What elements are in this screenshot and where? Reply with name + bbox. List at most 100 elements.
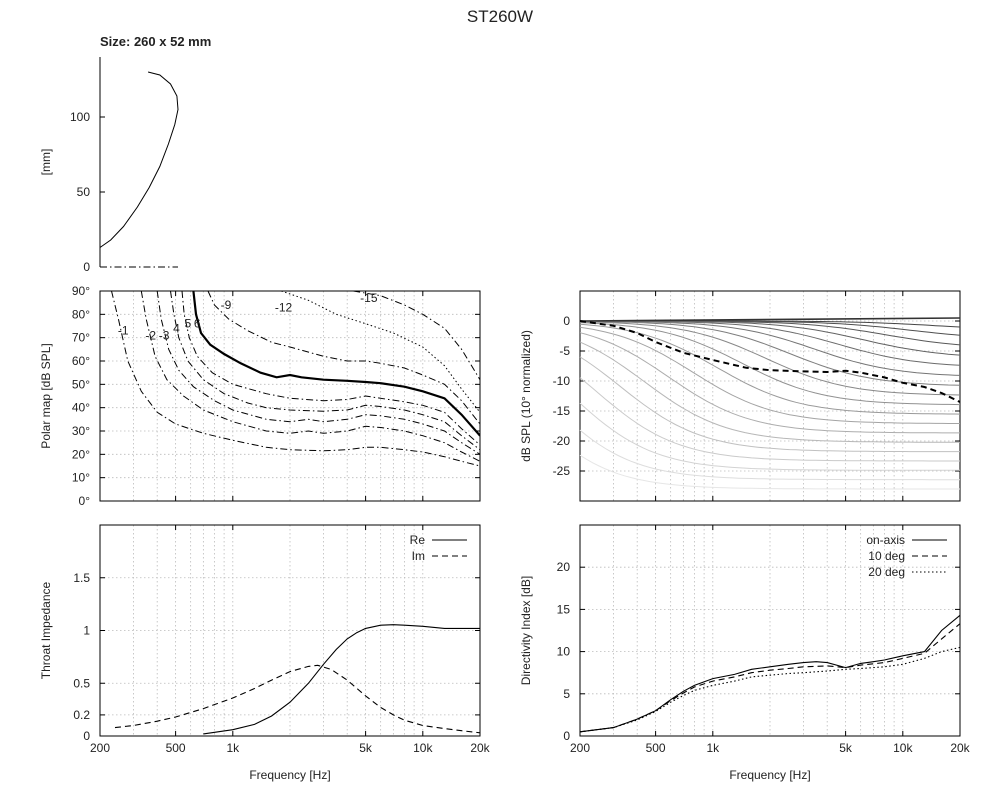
- off-axis-curve: [579, 320, 961, 386]
- y-tick-label: 0.2: [73, 708, 90, 722]
- y-tick-label: 40°: [72, 401, 90, 415]
- legend-label: 20 deg: [868, 565, 905, 579]
- reference-curve: [579, 317, 961, 322]
- x-tick-label: 1k: [226, 741, 240, 755]
- legend-label: on-axis: [866, 533, 905, 547]
- x-tick-label: 500: [166, 741, 186, 755]
- y-tick-label: 10°: [72, 471, 90, 485]
- contour-line: [353, 291, 480, 380]
- legend-label: Re: [410, 533, 426, 547]
- contour-label: -2: [145, 328, 156, 342]
- off-axis-curve: [579, 429, 960, 481]
- y-tick-label: 60°: [72, 354, 90, 368]
- directivity-panel: 0 5 10 15 20 200 500 1k 5k 10k 20k Directivity Inde…: [519, 524, 971, 782]
- off-axis-curve: [579, 326, 960, 424]
- y-tick-label: 90°: [72, 284, 90, 298]
- contour-label: 4: [173, 321, 180, 335]
- plot-frame: [579, 524, 961, 737]
- off-axis-curve: [580, 320, 961, 376]
- off-axis-curve: [579, 341, 960, 443]
- contour-line: [156, 291, 480, 455]
- y-axis-label: Polar map [dB SPL]: [39, 343, 53, 448]
- impedance-panel: 0 0.2 0.5 1 1.5 200 500 1k 5k 10k 20k Throat Impeda…: [39, 524, 491, 782]
- off-axis-curve: [579, 377, 960, 462]
- contour-label: -15: [360, 291, 378, 305]
- off-axis-curve: [579, 402, 960, 471]
- x-tick-label: 500: [646, 741, 666, 755]
- y-tick-label: 5: [563, 687, 570, 701]
- y-tick-label: 100: [70, 110, 90, 124]
- y-tick-label: 0: [83, 260, 90, 274]
- y-axis-label: dB SPL (10° normalized): [519, 330, 533, 462]
- profile-panel: 0 50 100 [mm]: [39, 57, 179, 274]
- profile-subtitle: Size: 260 x 52 mm: [100, 34, 211, 49]
- contour-line: [111, 291, 480, 467]
- x-tick-label: 20k: [470, 741, 490, 755]
- off-axis-curve: [579, 323, 961, 415]
- contour-label: -12: [275, 300, 293, 314]
- contour-line: [207, 291, 480, 425]
- y-tick-label: 30°: [72, 424, 90, 438]
- y-tick-label: 50°: [72, 377, 90, 391]
- legend-label: 10 deg: [868, 549, 905, 563]
- contour-label: -9: [221, 298, 232, 312]
- contour-label: -1: [118, 324, 129, 338]
- y-tick-label: 50: [77, 185, 91, 199]
- y-tick-label: 20: [557, 560, 571, 574]
- y-tick-label: -5: [559, 344, 570, 358]
- series-line: [114, 664, 481, 734]
- contour-label: 6: [194, 317, 201, 331]
- y-tick-label: 0: [83, 729, 90, 743]
- series-line: [579, 646, 961, 733]
- y-tick-label: -10: [553, 374, 571, 388]
- y-tick-label: -15: [553, 404, 571, 418]
- polar-panel: 0° 10° 20° 30° 40° 50° 60° 70° 80° 90° Polar map […: [39, 284, 481, 508]
- x-tick-label: 1k: [706, 741, 720, 755]
- y-axis-label: Throat Impedance: [39, 581, 53, 679]
- off-axis-curve: [579, 332, 960, 434]
- y-axis-label: [mm]: [39, 149, 53, 176]
- x-axis-label: Frequency [Hz]: [729, 768, 810, 782]
- y-tick-label: 0°: [79, 494, 91, 508]
- x-tick-label: 5k: [359, 741, 373, 755]
- y-tick-label: 20°: [72, 447, 90, 461]
- y-tick-label: 80°: [72, 307, 90, 321]
- off-axis-curve: [579, 322, 961, 406]
- y-tick-label: 0.5: [73, 676, 90, 690]
- legend-label: Im: [412, 549, 425, 563]
- horn-profile-line: [99, 71, 179, 248]
- y-tick-label: 15: [557, 602, 571, 616]
- x-tick-label: 200: [570, 741, 590, 755]
- x-tick-label: 10k: [413, 741, 433, 755]
- polar-contours: [111, 291, 480, 467]
- y-tick-label: 1.5: [73, 571, 90, 585]
- normalized-panel: -25 -20 -15 -10 -5 0 dB SPL (10° normalized): [519, 290, 961, 502]
- series-line: [579, 623, 961, 733]
- y-tick-label: 1: [83, 624, 90, 638]
- x-tick-label: 10k: [893, 741, 913, 755]
- y-tick-label: 0: [563, 314, 570, 328]
- contour-line: [140, 291, 480, 462]
- x-tick-label: 20k: [950, 741, 970, 755]
- figure-title: ST260W: [467, 7, 533, 26]
- series-line: [203, 624, 480, 735]
- contour-line: [281, 291, 480, 413]
- off-axis-curve: [579, 321, 961, 396]
- x-axis-label: Frequency [Hz]: [249, 768, 330, 782]
- y-axis-label: Directivity Index [dB]: [519, 576, 533, 685]
- plot-frame: [99, 290, 481, 502]
- off-axis-curve: [579, 454, 960, 490]
- x-tick-label: 200: [90, 741, 110, 755]
- off-axis-curve: [579, 356, 960, 453]
- x-tick-label: 5k: [839, 741, 853, 755]
- contour-label: 5: [185, 317, 192, 331]
- y-tick-label: -20: [553, 434, 571, 448]
- y-tick-label: 70°: [72, 331, 90, 345]
- y-tick-label: 0: [563, 729, 570, 743]
- y-tick-label: 10: [557, 645, 571, 659]
- contour-label: -3: [159, 328, 170, 342]
- contour-line: [181, 291, 480, 446]
- contour-line: [170, 291, 480, 451]
- highlight-curve: [579, 320, 961, 403]
